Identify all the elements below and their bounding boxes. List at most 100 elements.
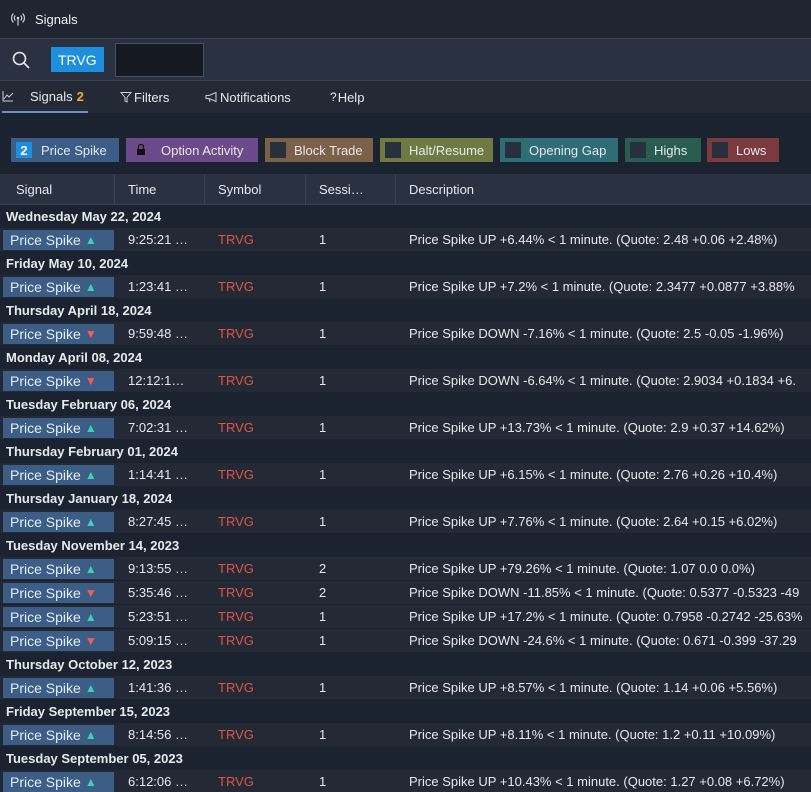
time-cell: 1:41:36 … <box>128 680 188 695</box>
time-cell: 9:25:21 … <box>128 232 188 247</box>
symbol-cell: TRVG <box>218 514 254 529</box>
time-cell: 1:23:41 … <box>128 279 188 294</box>
column-header-description[interactable]: Description <box>409 181 475 197</box>
arrow-down-icon: ▼ <box>84 374 97 388</box>
signal-label: Price Spike <box>10 680 81 696</box>
column-resize-handle[interactable] <box>204 174 205 204</box>
symbol-cell: TRVG <box>218 585 254 600</box>
session-cell: 1 <box>319 727 327 742</box>
table-row[interactable]: Price Spike ▲ 1:14:41 … TRVG 1 Price Spike UP… <box>0 463 811 487</box>
signals-table-body: Wednesday May 22, 2024 Price Spike ▲ 9:25:2… <box>0 205 811 792</box>
table-row[interactable]: Price Spike ▲ 9:25:21 … TRVG 1 Price Spike UP… <box>0 228 811 252</box>
tab-signals-count: 2 <box>76 88 84 104</box>
symbol-cell: TRVG <box>218 232 254 247</box>
signal-label: Price Spike <box>10 774 81 790</box>
table-row[interactable]: Price Spike ▲ 8:14:56 … TRVG 1 Price Spike UP… <box>0 723 811 747</box>
time-cell: 5:23:51 … <box>128 609 188 624</box>
description-cell: Price Spike DOWN -24.6% < 1 minute. (Quo… <box>409 633 797 648</box>
question-icon: ? <box>330 90 337 104</box>
date-group-header: Thursday April 18, 2024 <box>0 299 811 322</box>
table-row[interactable]: Price Spike ▲ 9:13:55 … TRVG 2 Price Spike UP… <box>0 557 811 581</box>
tab-signals[interactable]: Signals 2 <box>2 81 88 113</box>
signal-label: Price Spike <box>10 232 81 248</box>
session-cell: 1 <box>319 326 327 341</box>
time-cell: 5:35:46 … <box>128 585 188 600</box>
session-cell: 1 <box>319 609 327 624</box>
column-header-symbol[interactable]: Symbol <box>218 181 262 197</box>
filter-price-spike[interactable]: 2 Price Spike <box>11 138 119 162</box>
session-cell: 2 <box>319 561 327 576</box>
signal-type-badge: Price Spike ▲ <box>3 465 114 485</box>
search-icon[interactable] <box>12 51 30 69</box>
time-cell: 8:27:45 … <box>128 514 188 529</box>
column-header-time[interactable]: Time <box>128 181 157 197</box>
column-header-session[interactable]: Sessi… <box>319 181 364 197</box>
date-group-header: Friday September 15, 2023 <box>0 700 811 723</box>
table-row[interactable]: Price Spike ▲ 1:23:41 … TRVG 1 Price Spike UP… <box>0 275 811 299</box>
session-cell: 1 <box>319 373 327 388</box>
symbol-chip[interactable]: TRVG <box>51 47 104 72</box>
window-title: Signals <box>35 11 78 27</box>
signal-type-filters: 2 Price Spike Option Activity Block Trad… <box>0 113 811 174</box>
filter-checkbox <box>505 142 521 158</box>
filter-opening-gap[interactable]: Opening Gap <box>500 138 618 162</box>
session-cell: 1 <box>319 279 327 294</box>
arrow-up-icon: ▲ <box>84 562 97 576</box>
table-row[interactable]: Price Spike ▼ 12:12:1… TRVG 1 Price Spike DOW… <box>0 369 811 393</box>
signal-type-badge: Price Spike ▲ <box>3 277 114 297</box>
filter-option-activity[interactable]: Option Activity <box>126 138 258 162</box>
signal-type-badge: Price Spike ▲ <box>3 725 114 745</box>
column-resize-handle[interactable] <box>305 174 306 204</box>
column-resize-handle[interactable] <box>395 174 396 204</box>
description-cell: Price Spike UP +6.44% < 1 minute. (Quote… <box>409 232 778 247</box>
signal-type-badge: Price Spike ▲ <box>3 418 114 438</box>
table-row[interactable]: Price Spike ▲ 1:41:36 … TRVG 1 Price Spike UP… <box>0 676 811 700</box>
symbol-cell: TRVG <box>218 467 254 482</box>
filter-checkbox <box>712 142 728 158</box>
description-cell: Price Spike UP +8.11% < 1 minute. (Quote… <box>409 727 776 742</box>
tab-notifications[interactable]: Notifications <box>205 81 291 113</box>
megaphone-icon <box>205 91 217 103</box>
filter-highs[interactable]: Highs <box>625 138 701 162</box>
signal-label: Price Spike <box>10 727 81 743</box>
signal-label: Price Spike <box>10 279 81 295</box>
signal-type-badge: Price Spike ▲ <box>3 512 114 532</box>
symbol-cell: TRVG <box>218 633 254 648</box>
table-row[interactable]: Price Spike ▲ 8:27:45 … TRVG 1 Price Spike UP… <box>0 510 811 534</box>
table-row[interactable]: Price Spike ▼ 5:35:46 … TRVG 2 Price Spike DO… <box>0 581 811 605</box>
table-row[interactable]: Price Spike ▲ 5:23:51 … TRVG 1 Price Spike UP… <box>0 605 811 629</box>
tab-help[interactable]: ? Help <box>330 81 364 113</box>
arrow-down-icon: ▼ <box>84 586 97 600</box>
line-chart-icon <box>2 91 14 102</box>
filter-block-trade[interactable]: Block Trade <box>265 138 373 162</box>
time-cell: 8:14:56 … <box>128 727 188 742</box>
table-row[interactable]: Price Spike ▲ 6:12:06 … TRVG 1 Price Spike UP… <box>0 770 811 792</box>
table-row[interactable]: Price Spike ▼ 5:09:15 … TRVG 1 Price Spike DO… <box>0 629 811 653</box>
symbol-cell: TRVG <box>218 279 254 294</box>
arrow-up-icon: ▲ <box>84 681 97 695</box>
date-group-header: Tuesday September 05, 2023 <box>0 747 811 770</box>
filter-label: Highs <box>654 142 688 158</box>
arrow-up-icon: ▲ <box>84 468 97 482</box>
tab-filters[interactable]: Filters <box>120 81 169 113</box>
description-cell: Price Spike UP +13.73% < 1 minute. (Quot… <box>409 420 785 435</box>
signal-type-badge: Price Spike ▼ <box>3 371 114 391</box>
filter-halt-resume[interactable]: Halt/Resume <box>380 138 493 162</box>
date-group-header: Monday April 08, 2024 <box>0 346 811 369</box>
session-cell: 1 <box>319 774 327 789</box>
time-cell: 7:02:31 … <box>128 420 188 435</box>
table-row[interactable]: Price Spike ▲ 7:02:31 … TRVG 1 Price Spike UP… <box>0 416 811 440</box>
signal-label: Price Spike <box>10 609 81 625</box>
symbol-input[interactable] <box>114 42 204 77</box>
arrow-up-icon: ▲ <box>84 233 97 247</box>
arrow-down-icon: ▼ <box>84 634 97 648</box>
column-resize-handle[interactable] <box>114 174 115 204</box>
tab-notifications-label: Notifications <box>220 89 291 105</box>
filter-lows[interactable]: Lows <box>707 138 779 162</box>
filter-label: Block Trade <box>294 142 363 158</box>
table-row[interactable]: Price Spike ▼ 9:59:48 … TRVG 1 Price Spike DO… <box>0 322 811 346</box>
session-cell: 1 <box>319 420 327 435</box>
arrow-down-icon: ▼ <box>84 327 97 341</box>
column-header-signal[interactable]: Signal <box>16 181 53 197</box>
signal-label: Price Spike <box>10 420 81 436</box>
